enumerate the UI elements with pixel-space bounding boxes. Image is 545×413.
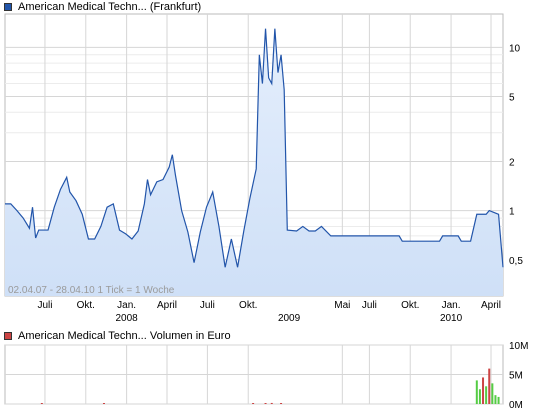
volume-bar — [488, 368, 491, 404]
x-tick-label: Okt. — [239, 300, 257, 311]
price-series-line — [5, 28, 504, 268]
volume-bar — [491, 383, 494, 404]
volume-bar — [497, 396, 500, 404]
volume-y-tick-label: 10M — [509, 341, 528, 352]
price-legend-swatch — [4, 3, 12, 11]
x-tick-label: April — [481, 300, 501, 311]
date-range-watermark: 02.04.07 - 28.04.10 1 Tick = 1 Woche — [8, 285, 175, 296]
price-y-tick-label: 0,5 — [509, 256, 523, 267]
volume-bar — [270, 402, 273, 404]
volume-bar — [280, 403, 283, 404]
price-legend-label: American Medical Techn... (Frankfurt) — [18, 1, 202, 13]
x-tick-label: Juli — [37, 300, 52, 311]
volume-bar — [475, 380, 478, 404]
x-tick-label: Juli — [362, 300, 377, 311]
volume-bar — [485, 386, 488, 404]
volume-y-tick-label: 5M — [509, 371, 523, 382]
x-tick-label: Jan. — [442, 300, 461, 311]
x-tick-label: Jan. — [117, 300, 136, 311]
volume-bar — [482, 377, 485, 404]
volume-chart: 10M 5M 0M — [4, 341, 528, 411]
volume-bar — [252, 403, 255, 404]
volume-bar — [264, 403, 267, 404]
volume-bar — [494, 395, 497, 404]
x-tick-label: Mai — [334, 300, 350, 311]
x-year-label: 2010 — [440, 313, 463, 324]
volume-bar — [40, 403, 43, 404]
price-legend: American Medical Techn... (Frankfurt) — [4, 0, 201, 14]
volume-bar — [102, 403, 105, 404]
price-y-tick-label: 2 — [509, 157, 515, 168]
x-year-label: 2009 — [278, 313, 301, 324]
x-tick-label: Juli — [200, 300, 215, 311]
volume-legend-swatch — [4, 332, 12, 340]
volume-legend: American Medical Techn... Volumen in Eur… — [4, 329, 231, 343]
price-area-fill — [5, 28, 503, 296]
price-y-tick-label: 5 — [509, 92, 515, 103]
volume-legend-label: American Medical Techn... Volumen in Eur… — [18, 330, 231, 342]
price-y-tick-label: 1 — [509, 207, 515, 218]
price-y-tick-label: 10 — [509, 43, 521, 54]
volume-bar — [478, 389, 481, 404]
x-year-label: 2008 — [115, 313, 138, 324]
x-tick-label: April — [157, 300, 177, 311]
volume-y-tick-label: 0M — [509, 400, 523, 411]
x-tick-label: Okt. — [401, 300, 419, 311]
x-tick-label: Okt. — [77, 300, 95, 311]
price-chart: 10 5 2 1 0,5 Juli Okt. Jan. April Juli Okt. Mai Juli… — [4, 13, 523, 324]
